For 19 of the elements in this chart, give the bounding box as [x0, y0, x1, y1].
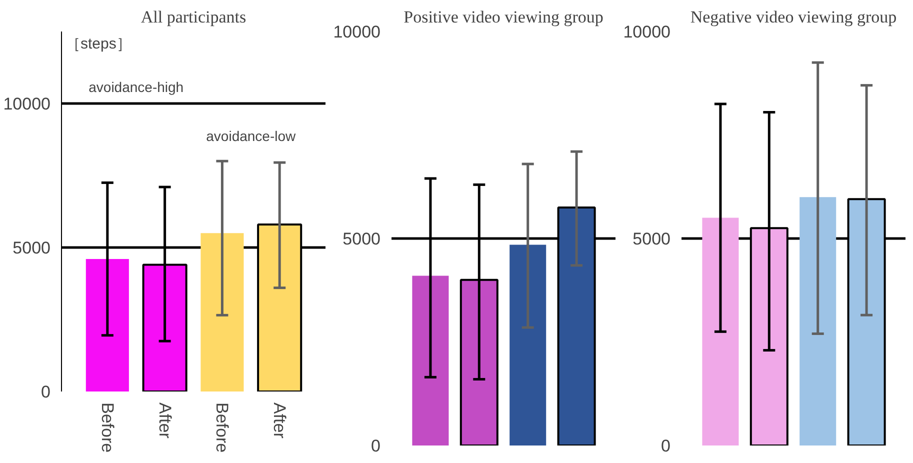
x-tick-label: After: [155, 402, 174, 439]
annotation: avoidance-low: [206, 128, 297, 144]
chart-title: Positive video viewing group: [404, 8, 604, 26]
chart-title: All participants: [140, 8, 246, 26]
y-tick-label: 0: [661, 436, 671, 456]
x-tick-label: Before: [98, 402, 117, 453]
y-tick-label: 5000: [12, 238, 51, 258]
y-tick-label: 10000: [3, 94, 51, 114]
x-tick-label: Before: [212, 402, 232, 453]
annotation: avoidance-high: [88, 78, 184, 95]
chart-title: Negative video viewing group: [690, 8, 897, 26]
y-axis-title: ［steps］: [66, 36, 132, 52]
y-tick-label: 5000: [342, 230, 381, 248]
x-tick-label: After: [270, 402, 290, 439]
y-tick-label: 0: [41, 382, 51, 402]
y-tick-label: 10000: [333, 22, 381, 42]
y-tick-label: 5000: [632, 230, 671, 248]
y-tick-label: 0: [371, 436, 381, 456]
y-tick-label: 10000: [623, 22, 671, 42]
